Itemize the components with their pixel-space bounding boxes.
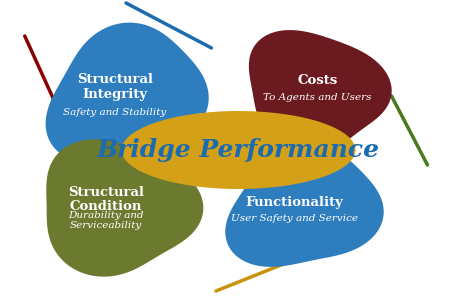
Polygon shape [46, 139, 203, 277]
Ellipse shape [122, 111, 356, 189]
Text: Durability and
Serviceability: Durability and Serviceability [68, 211, 144, 230]
Text: To Agents and Users: To Agents and Users [263, 93, 372, 102]
Text: Costs: Costs [297, 74, 338, 88]
Text: User Safety and Service: User Safety and Service [231, 214, 358, 223]
Text: Safety and Stability: Safety and Stability [63, 108, 166, 117]
Text: Structural
Condition: Structural Condition [68, 185, 144, 214]
Polygon shape [45, 22, 209, 163]
Text: Structural
Integrity: Structural Integrity [77, 73, 153, 101]
Text: Bridge Performance: Bridge Performance [97, 138, 380, 162]
Polygon shape [249, 30, 392, 154]
Text: Functionality: Functionality [246, 196, 344, 209]
Polygon shape [225, 143, 384, 267]
